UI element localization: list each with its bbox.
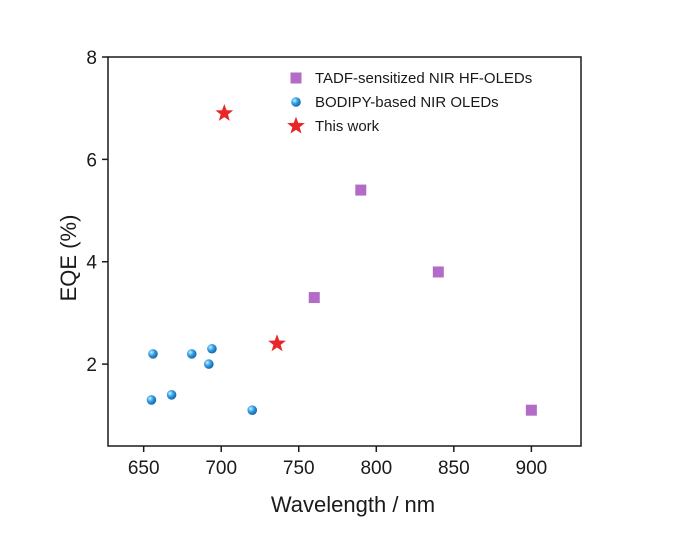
data-point (146, 395, 157, 405)
legend: TADF-sensitized NIR HF-OLEDs BODIPY-based… (287, 70, 532, 135)
x-tick-label: 850 (438, 458, 470, 479)
series-star (215, 103, 286, 352)
x-tick-label: 900 (516, 458, 548, 479)
data-points (146, 103, 537, 416)
legend-label: This work (315, 118, 380, 135)
data-point (166, 390, 177, 400)
y-tick-label: 4 (86, 253, 97, 274)
series-square (308, 184, 537, 416)
y-axis-title: EQE (%) (56, 215, 81, 302)
y-tick-label: 8 (86, 48, 97, 69)
x-tick-label: 750 (283, 458, 315, 479)
data-point (268, 334, 286, 352)
series-sphere (146, 343, 258, 415)
data-point (432, 266, 444, 278)
data-point (525, 404, 537, 416)
data-point (308, 292, 320, 304)
legend-marker (290, 72, 302, 84)
axes: 650 700 750 800 850 900 2 4 6 8 (86, 48, 547, 479)
plot-frame (107, 56, 582, 447)
y-tick-label: 2 (86, 355, 97, 376)
y-tick-label: 6 (86, 150, 97, 171)
legend-label: BODIPY-based NIR OLEDs (315, 94, 499, 111)
legend-label: TADF-sensitized NIR HF-OLEDs (315, 70, 532, 87)
data-point (207, 343, 217, 354)
legend-item: BODIPY-based NIR OLEDs (291, 94, 499, 111)
legend-item: This work (287, 116, 380, 135)
x-tick-label: 800 (360, 458, 392, 479)
data-point (186, 349, 197, 359)
x-tick-label: 700 (205, 458, 237, 479)
legend-marker (287, 116, 305, 134)
data-point (215, 103, 234, 121)
legend-marker (291, 97, 301, 107)
data-point (148, 349, 158, 359)
data-point (247, 405, 258, 415)
data-point (204, 359, 214, 369)
x-tick-label: 650 (128, 458, 160, 479)
data-point (355, 184, 367, 196)
legend-item: TADF-sensitized NIR HF-OLEDs (290, 70, 532, 87)
x-axis-title: Wavelength / nm (271, 492, 435, 517)
